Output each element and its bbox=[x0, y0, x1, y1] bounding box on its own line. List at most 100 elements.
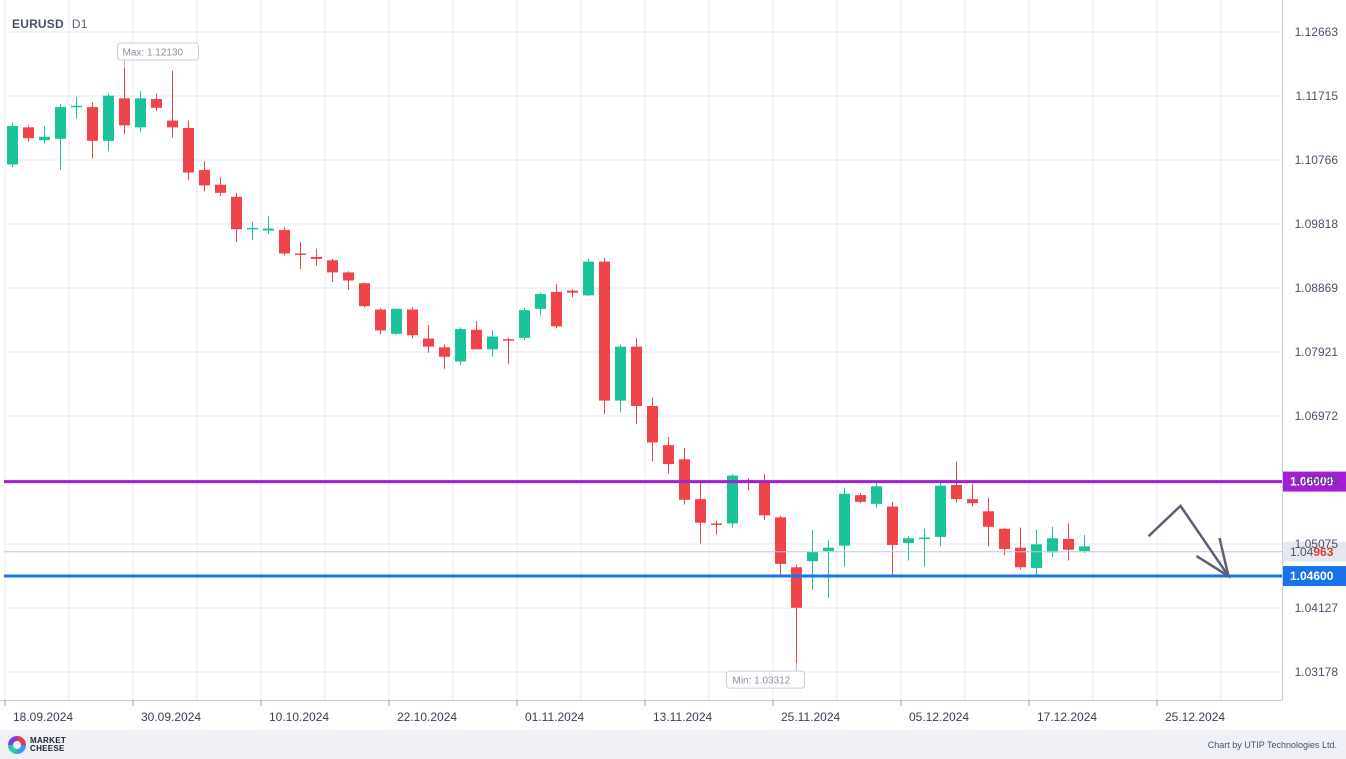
brand-wordmark: MARKET CHEESE bbox=[30, 737, 66, 753]
date-tick-label: 25.11.2024 bbox=[781, 710, 840, 724]
candle bbox=[263, 215, 274, 234]
candle bbox=[839, 487, 850, 567]
candle bbox=[311, 248, 322, 266]
candle-body bbox=[551, 291, 562, 327]
candle bbox=[1047, 526, 1058, 558]
candle-body bbox=[151, 99, 162, 108]
candle bbox=[1079, 534, 1090, 554]
candle-body bbox=[135, 98, 146, 128]
price-tick-label: 1.03178 bbox=[1295, 665, 1339, 679]
candle-body bbox=[407, 309, 418, 336]
candle bbox=[279, 227, 290, 256]
symbol-label: EURUSD D1 bbox=[12, 17, 88, 31]
price-tick-label: 1.07921 bbox=[1295, 345, 1339, 359]
candle-body bbox=[567, 290, 578, 293]
candle bbox=[695, 482, 706, 544]
footer-bar bbox=[0, 730, 1346, 759]
candle bbox=[935, 482, 946, 547]
candle-body bbox=[1015, 547, 1026, 568]
candle-body bbox=[423, 338, 434, 347]
candle bbox=[807, 530, 818, 590]
candle-body bbox=[711, 523, 722, 525]
candle-body bbox=[39, 136, 50, 141]
candle bbox=[295, 242, 306, 270]
candle bbox=[327, 258, 338, 282]
candle-body bbox=[87, 107, 98, 141]
max-callout-label: Max: 1.12130 bbox=[123, 47, 184, 58]
levels-layer: 1.04963 1.06000 1.04600 bbox=[4, 471, 1346, 587]
candle bbox=[375, 308, 386, 335]
candle-body bbox=[615, 346, 626, 401]
candle-body bbox=[935, 485, 946, 537]
candle bbox=[87, 102, 98, 159]
candle bbox=[183, 120, 194, 180]
candle bbox=[231, 192, 242, 243]
candle-body bbox=[343, 272, 354, 281]
candle bbox=[215, 177, 226, 197]
candle-body bbox=[215, 184, 226, 193]
candle-body bbox=[471, 329, 482, 350]
candle-body bbox=[503, 339, 514, 341]
candle-body bbox=[535, 294, 546, 309]
candle-body bbox=[311, 256, 322, 259]
candle bbox=[199, 161, 210, 192]
candle bbox=[391, 308, 402, 336]
candle-body bbox=[439, 347, 450, 357]
candle-body bbox=[983, 511, 994, 527]
candle bbox=[423, 325, 434, 353]
candle-body bbox=[903, 538, 914, 543]
level-badge bbox=[1283, 566, 1346, 587]
candle-body bbox=[887, 506, 898, 546]
candle-body bbox=[279, 229, 290, 254]
date-tick-label: 13.11.2024 bbox=[653, 710, 712, 724]
candle-body bbox=[1047, 538, 1058, 553]
candle-body bbox=[919, 537, 930, 540]
candle-body bbox=[839, 493, 850, 546]
candle-body bbox=[55, 107, 66, 139]
candle-body bbox=[23, 127, 34, 139]
candle-body bbox=[663, 445, 674, 465]
date-tick-label: 22.10.2024 bbox=[397, 710, 457, 724]
candle-body bbox=[327, 260, 338, 273]
candle bbox=[7, 122, 18, 168]
price-tick-label: 1.05075 bbox=[1295, 537, 1339, 551]
candle bbox=[711, 520, 722, 535]
level-label: 1.06000 bbox=[1290, 475, 1334, 489]
candle bbox=[791, 564, 802, 664]
candle bbox=[407, 307, 418, 339]
candle-body bbox=[967, 499, 978, 504]
candle bbox=[103, 93, 114, 151]
candle-body bbox=[679, 459, 690, 500]
candle-body bbox=[823, 547, 834, 552]
candle-body bbox=[263, 228, 274, 231]
date-tick-label: 25.12.2024 bbox=[1165, 710, 1225, 724]
price-tick-label: 1.12663 bbox=[1295, 25, 1339, 39]
level-badge bbox=[1283, 471, 1346, 492]
candle bbox=[247, 221, 258, 241]
min-callout-label: Min: 1.03312 bbox=[733, 676, 791, 687]
candle bbox=[455, 327, 466, 365]
candle-body bbox=[167, 120, 178, 128]
candle-body bbox=[359, 283, 370, 307]
candle bbox=[135, 90, 146, 133]
candle bbox=[903, 536, 914, 561]
date-tick-label: 05.12.2024 bbox=[909, 710, 969, 724]
chart-grid bbox=[0, 0, 1283, 701]
candle-body bbox=[695, 499, 706, 523]
chart-credit: Chart by UTIP Technologies Ltd. bbox=[1207, 740, 1337, 750]
candle bbox=[151, 93, 162, 112]
candle bbox=[439, 344, 450, 369]
candle-body bbox=[599, 261, 610, 401]
candle bbox=[647, 397, 658, 462]
candle-body bbox=[855, 495, 866, 502]
candle bbox=[1063, 523, 1074, 561]
candle-body bbox=[1031, 544, 1042, 568]
candle bbox=[823, 540, 834, 598]
timeframe-label: D1 bbox=[71, 17, 88, 31]
date-tick-label: 10.10.2024 bbox=[269, 710, 329, 724]
price-tick-label: 1.09818 bbox=[1295, 217, 1339, 231]
candle-body bbox=[951, 484, 962, 500]
date-tick-label: 18.09.2024 bbox=[13, 710, 73, 724]
candle bbox=[631, 337, 642, 425]
